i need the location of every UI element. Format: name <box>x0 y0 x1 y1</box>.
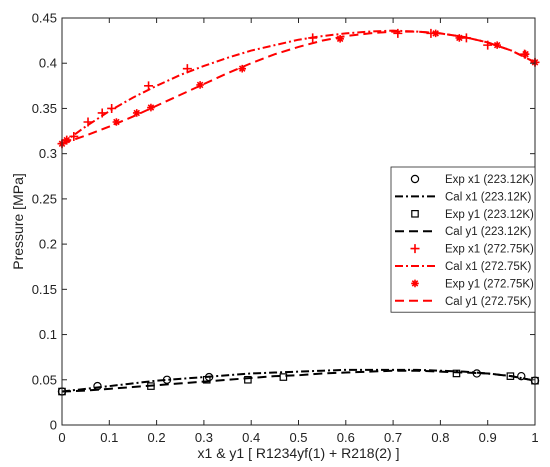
y-tick-label: 0.05 <box>32 372 57 387</box>
series-3 <box>61 369 536 393</box>
data-point <box>493 41 501 49</box>
legend-entry: Exp y1 (272.75K) <box>411 278 534 290</box>
series-7 <box>61 30 536 145</box>
x-tick-label: 0.7 <box>384 430 402 445</box>
legend-label: Exp y1 (272.75K) <box>445 278 534 290</box>
data-point <box>112 118 121 126</box>
legend-entry: Exp x1 (223.12K) <box>410 174 534 186</box>
legend-label: Cal x1 (272.75K) <box>445 261 531 273</box>
data-point <box>62 136 71 144</box>
y-tick-label: 0.35 <box>32 101 57 116</box>
y-tick-label: 0.2 <box>39 237 57 252</box>
y-tick-label: 0.15 <box>32 282 57 297</box>
data-point <box>455 34 464 42</box>
legend-marker-swatch <box>411 279 419 288</box>
data-point <box>517 371 526 381</box>
data-point <box>244 375 252 384</box>
data-point <box>336 35 344 43</box>
y-tick-label: 0.3 <box>39 146 57 161</box>
x-tick-label: 0.9 <box>479 430 497 445</box>
x-tick-label: 0.1 <box>100 430 118 445</box>
x-tick-label: 0.4 <box>242 430 260 445</box>
legend-entry: Cal x1 (223.12K) <box>395 191 531 203</box>
ticks-layer: 0 0.1 0.2 0.3 0.4 0.5 0.6 0.7 0.8 0.9 1 0 0.05 0.1 0.1… <box>32 11 539 446</box>
legend-entry: Exp y1 (223.12K) <box>411 209 534 221</box>
data-point <box>452 369 461 378</box>
legend-marker-swatch <box>410 244 420 254</box>
data-point <box>147 103 155 112</box>
data-point <box>238 64 247 73</box>
data-point <box>393 28 403 38</box>
data-point <box>196 81 204 89</box>
data-point <box>107 103 117 113</box>
legend-box <box>390 166 536 313</box>
x-tick-label: 0.2 <box>148 430 166 445</box>
legend: Exp x1 (223.12K) Cal x1 (223.12K) Exp y1 (… <box>390 166 536 313</box>
legend-entry: Cal y1 (223.12K) <box>395 226 531 238</box>
legend-marker-swatch <box>411 210 419 218</box>
data-point <box>279 373 288 381</box>
legend-label: Cal y1 (272.75K) <box>445 296 531 308</box>
legend-entry: Cal y1 (272.75K) <box>395 296 531 308</box>
x-tick-label: 0.8 <box>431 430 449 445</box>
y-tick-label: 0.4 <box>39 56 57 71</box>
x-tick-label: 0 <box>58 430 65 445</box>
legend-entry: Cal x1 (272.75K) <box>395 261 531 273</box>
data-point <box>202 375 211 384</box>
data-point <box>132 109 141 117</box>
legend-label: Exp x1 (272.75K) <box>445 244 534 256</box>
legend-label: Cal y1 (223.12K) <box>445 226 531 238</box>
x-axis-title: x1 & y1 [ R1234yf(1) + R218(2) ] <box>198 445 400 461</box>
x-tick-label: 0.3 <box>195 430 213 445</box>
x-tick-label: 0.5 <box>289 430 307 445</box>
y-tick-label: 0.45 <box>32 11 57 26</box>
legend-label: Cal x1 (223.12K) <box>445 191 531 203</box>
series-6 <box>58 29 539 148</box>
series-line <box>61 30 536 145</box>
legend-label: Exp y1 (223.12K) <box>445 209 534 221</box>
y-tick-label: 0.1 <box>39 327 57 342</box>
y-tick-label: 0.25 <box>32 191 57 206</box>
data-point <box>521 50 530 58</box>
y-tick-label: 0 <box>50 418 57 433</box>
x-tick-label: 1 <box>531 430 538 445</box>
legend-marker-swatch <box>410 174 420 184</box>
y-axis-title: Pressure [MPa] <box>10 173 26 269</box>
x-tick-label: 0.6 <box>337 430 355 445</box>
series-line <box>61 369 536 393</box>
legend-entry: Exp x1 (272.75K) <box>410 244 534 256</box>
legend-label: Exp x1 (223.12K) <box>445 174 534 186</box>
